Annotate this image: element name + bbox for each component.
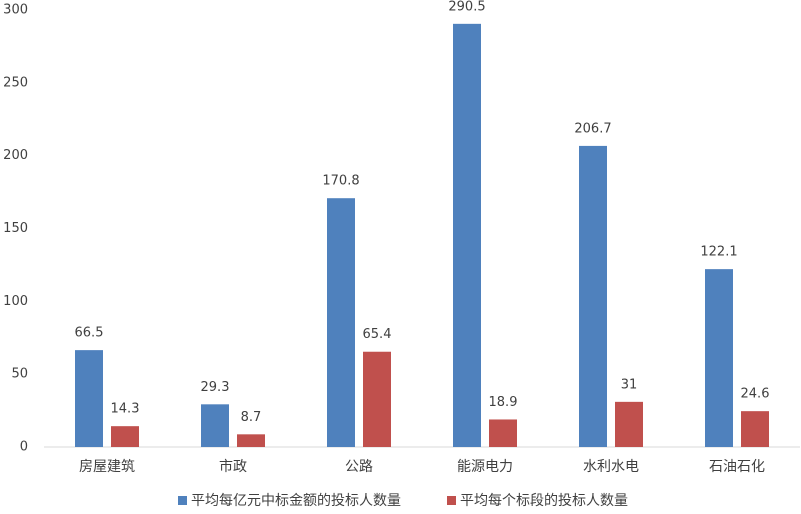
bar [201, 404, 229, 447]
bar [111, 426, 139, 447]
y-tick-label: 250 [3, 75, 28, 90]
bar [705, 269, 733, 447]
value-label: 14.3 [111, 402, 140, 417]
value-label: 18.9 [489, 395, 518, 410]
y-tick-label: 50 [11, 367, 28, 382]
value-label: 8.7 [241, 410, 262, 425]
bar [453, 23, 481, 448]
value-label: 29.3 [201, 380, 230, 395]
value-label: 65.4 [363, 327, 392, 342]
legend-swatch [178, 496, 187, 505]
y-tick-label: 100 [3, 294, 28, 309]
legend-label: 平均每亿元中标金额的投标人数量 [191, 493, 401, 509]
value-label: 31 [621, 377, 638, 392]
x-tick-label: 能源电力 [457, 459, 513, 475]
value-label: 290.5 [448, 0, 485, 14]
value-label: 206.7 [574, 121, 611, 136]
value-label: 122.1 [700, 245, 737, 260]
value-label: 66.5 [75, 326, 104, 341]
x-tick-label: 石油石化 [709, 459, 765, 475]
value-label: 24.6 [741, 387, 770, 402]
bar [363, 351, 391, 447]
value-label: 170.8 [322, 174, 359, 189]
y-tick-label: 200 [3, 148, 28, 163]
legend-swatch [447, 496, 456, 505]
bar [615, 401, 643, 447]
bar [489, 419, 517, 447]
x-tick-label: 房屋建筑 [79, 459, 135, 475]
bar [75, 350, 103, 447]
y-tick-label: 150 [3, 221, 28, 236]
x-tick-label: 市政 [219, 458, 247, 475]
y-tick-label: 300 [3, 3, 28, 18]
bar [327, 198, 355, 447]
bar [741, 411, 769, 447]
y-tick-label: 0 [20, 440, 28, 455]
bar [237, 434, 265, 447]
bar [579, 145, 607, 448]
x-tick-label: 水利水电 [583, 459, 639, 475]
x-tick-label: 公路 [345, 459, 373, 475]
legend-label: 平均每个标段的投标人数量 [460, 493, 628, 509]
